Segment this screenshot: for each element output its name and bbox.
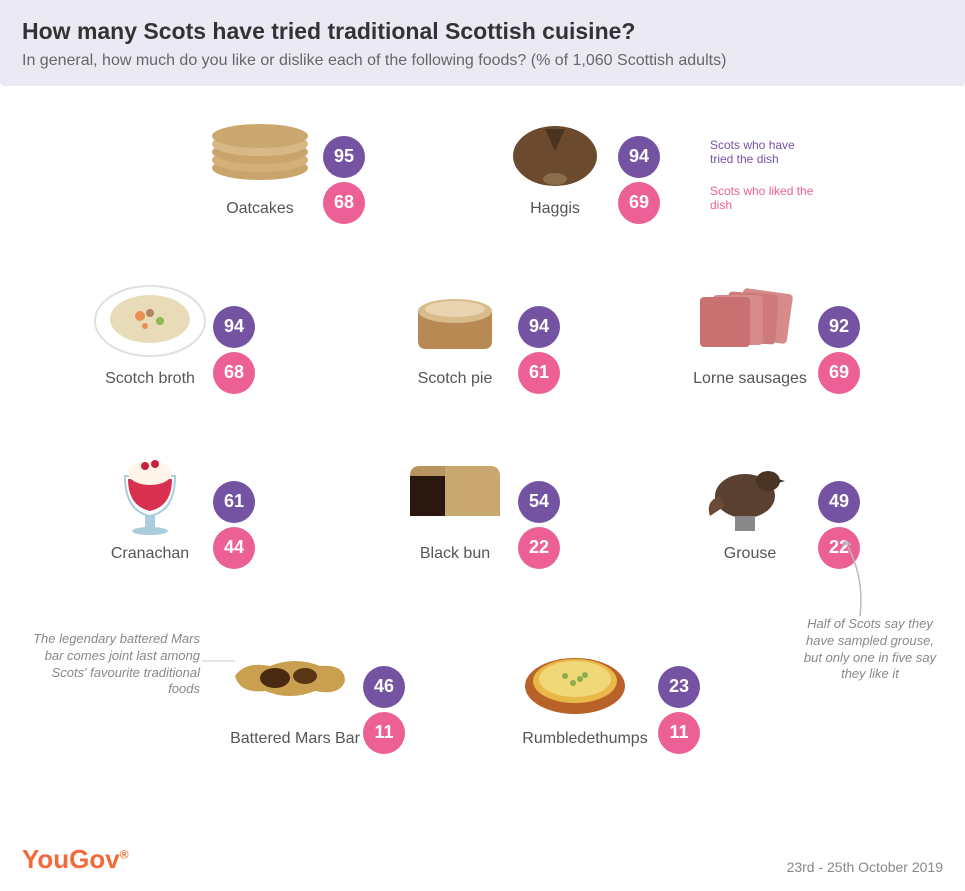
tried-badge: 49: [818, 481, 860, 523]
arrow-grouse: [840, 536, 880, 626]
food-label: Oatcakes: [195, 200, 325, 218]
header: How many Scots have tried traditional Sc…: [0, 0, 965, 86]
liked-badge: 69: [618, 182, 660, 224]
food-lorne-sausages: 92 69 Lorne sausages: [680, 266, 900, 388]
logo-text: YouGov: [22, 844, 120, 874]
food-scotch-broth: 94 68 Scotch broth: [85, 266, 305, 388]
grouse-image: [680, 441, 810, 541]
food-rumbledethumps: 23 11 Rumbledethumps: [510, 626, 730, 748]
food-label: Black bun: [390, 545, 520, 563]
scotch-broth-image: [85, 266, 215, 366]
mars-bar-image: [225, 626, 355, 726]
infographic-content: 95 68 Oatcakes 94 69 Haggis Scots who ha…: [0, 86, 965, 136]
food-label: Battered Mars Bar: [225, 730, 365, 748]
annotation-mars-bar: The legendary battered Mars bar comes jo…: [30, 631, 200, 699]
page-title: How many Scots have tried traditional Sc…: [22, 18, 943, 45]
tried-badge: 95: [323, 136, 365, 178]
liked-badge: 69: [818, 352, 860, 394]
tried-badge: 23: [658, 666, 700, 708]
survey-date: 23rd - 25th October 2019: [787, 859, 943, 875]
food-scotch-pie: 94 61 Scotch pie: [390, 266, 610, 388]
annotation-grouse: Half of Scots say they have sampled grou…: [800, 616, 940, 684]
food-cranachan: 61 44 Cranachan: [85, 441, 305, 563]
food-mars-bar: 46 11 Battered Mars Bar: [225, 626, 445, 748]
food-haggis: 94 69 Haggis: [490, 96, 710, 218]
cranachan-image: [85, 441, 215, 541]
tried-badge: 94: [213, 306, 255, 348]
arrow-mars-bar: [200, 646, 240, 676]
food-label: Lorne sausages: [680, 370, 820, 388]
food-label: Grouse: [680, 545, 820, 563]
tried-badge: 92: [818, 306, 860, 348]
tried-badge: 61: [213, 481, 255, 523]
liked-badge: 11: [658, 712, 700, 754]
food-label: Scotch broth: [85, 370, 215, 388]
footer: YouGov® 23rd - 25th October 2019: [22, 844, 943, 875]
liked-badge: 11: [363, 712, 405, 754]
liked-badge: 68: [323, 182, 365, 224]
food-label: Rumbledethumps: [510, 730, 660, 748]
haggis-image: [490, 96, 620, 196]
food-black-bun: 54 22 Black bun: [390, 441, 610, 563]
yougov-logo: YouGov®: [22, 844, 129, 875]
black-bun-image: [390, 441, 520, 541]
page-subtitle: In general, how much do you like or disl…: [22, 51, 943, 72]
food-oatcakes: 95 68 Oatcakes: [195, 96, 415, 218]
legend-liked: Scots who liked the dish: [710, 184, 820, 213]
scotch-pie-image: [390, 266, 520, 366]
food-label: Haggis: [490, 200, 620, 218]
tried-badge: 54: [518, 481, 560, 523]
rumbledethumps-image: [510, 626, 640, 726]
tried-badge: 94: [518, 306, 560, 348]
tried-badge: 46: [363, 666, 405, 708]
lorne-image: [680, 266, 810, 366]
liked-badge: 61: [518, 352, 560, 394]
food-label: Scotch pie: [390, 370, 520, 388]
oatcakes-image: [195, 96, 325, 196]
liked-badge: 22: [518, 527, 560, 569]
liked-badge: 44: [213, 527, 255, 569]
tried-badge: 94: [618, 136, 660, 178]
liked-badge: 68: [213, 352, 255, 394]
food-label: Cranachan: [85, 545, 215, 563]
legend-tried: Scots who have tried the dish: [710, 138, 820, 167]
